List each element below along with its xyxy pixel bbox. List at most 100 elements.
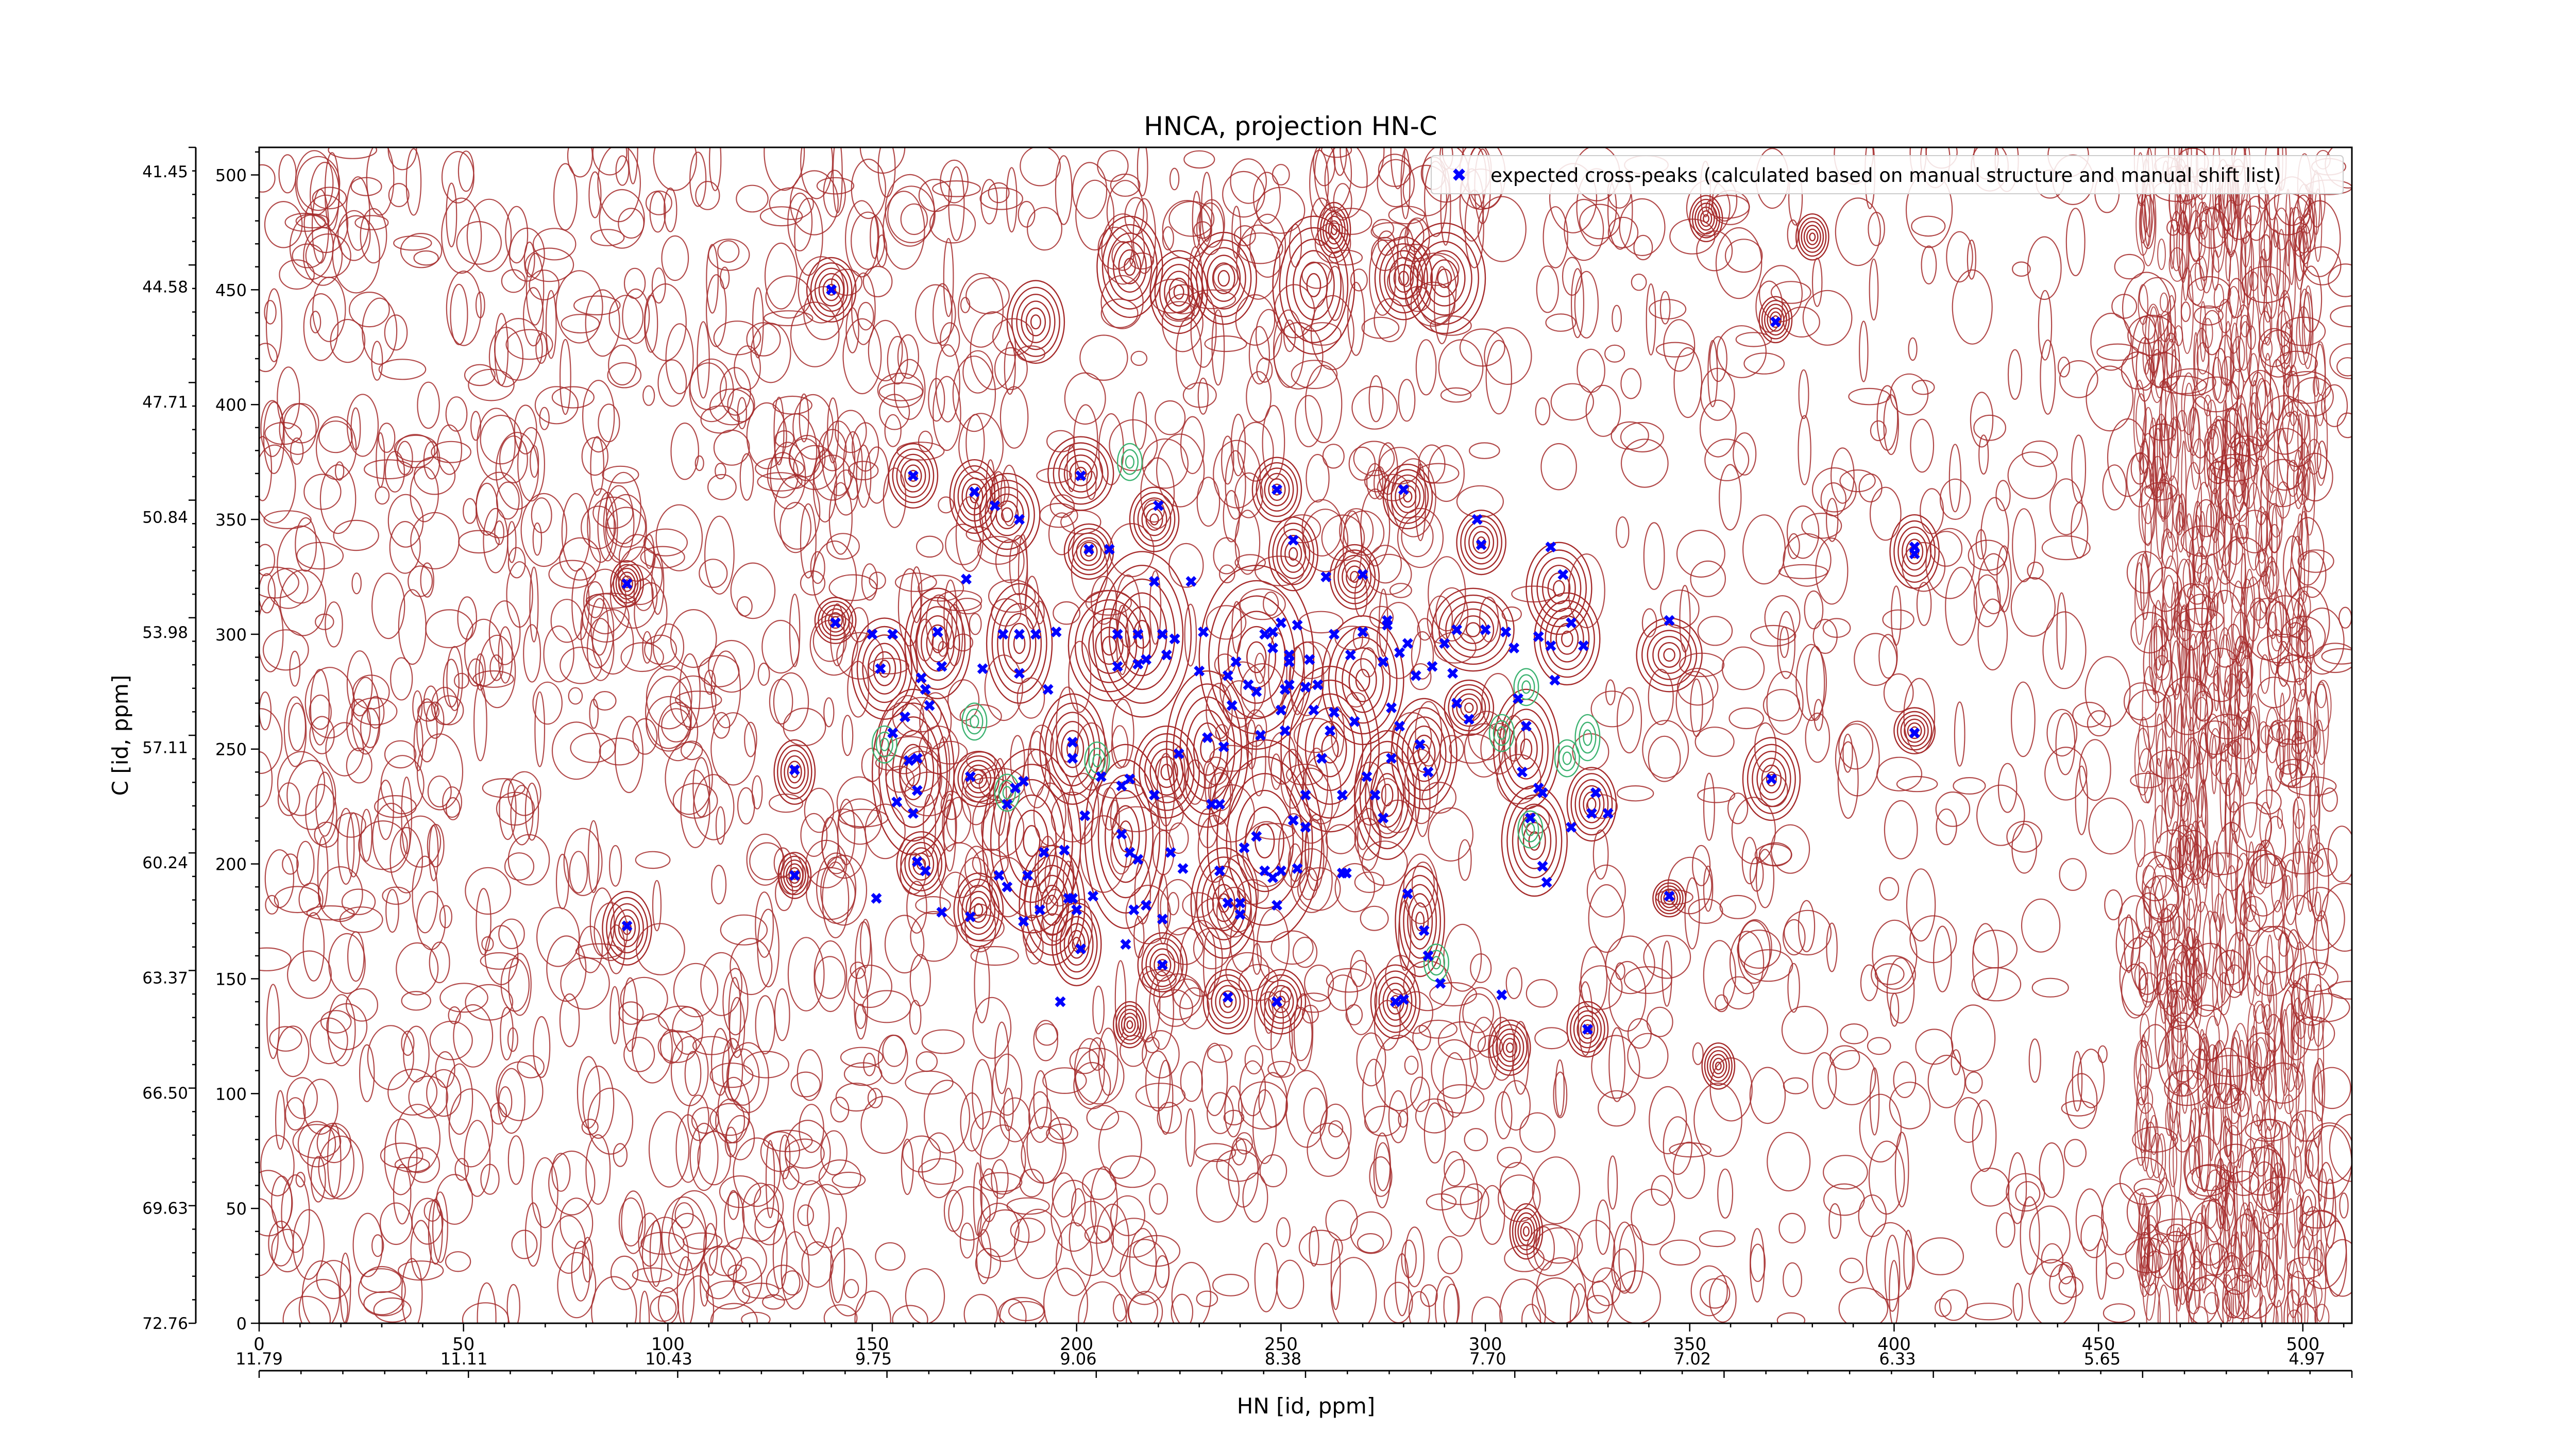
cross-peak-marker: [1222, 991, 1233, 1003]
noise-contour: [1592, 829, 1609, 880]
peak-contour-ring: [1896, 711, 1933, 751]
noise-contour: [613, 1143, 628, 1167]
peak-contour-ring: [1251, 457, 1302, 523]
peak-contour-ring: [1190, 847, 1258, 959]
noise-contour: [773, 847, 792, 879]
noise-contour: [847, 965, 893, 1008]
cross-peak-marker: [1292, 619, 1303, 631]
noise-contour: [1521, 1304, 1541, 1323]
noise-contour: [371, 1234, 384, 1257]
noise-contour: [277, 1025, 310, 1077]
noise-contour: [259, 164, 276, 193]
noise-contour: [539, 407, 550, 430]
noise-contour: [1398, 1110, 1409, 1128]
noise-contour: [536, 907, 580, 967]
noise-contour: [736, 184, 769, 213]
noise-contour: [1569, 1283, 1589, 1323]
noise-contour: [741, 1311, 771, 1323]
noise-contour: [719, 1175, 761, 1208]
noise-contour: [695, 181, 720, 210]
noise-contour: [832, 1171, 866, 1188]
noise-contour: [915, 896, 951, 915]
noise-contour: [314, 613, 334, 630]
peak-contour-ring: [1284, 541, 1302, 567]
noise-contour: [2223, 1252, 2239, 1290]
noise-contour: [501, 269, 526, 293]
noise-contour: [534, 386, 579, 425]
noise-contour: [2194, 901, 2211, 978]
noise-contour: [2281, 989, 2295, 1070]
cross-peak-marker: [1095, 771, 1107, 782]
noise-contour: [1770, 281, 1811, 304]
peak-contour-ring: [621, 575, 633, 592]
noise-contour: [271, 1175, 293, 1229]
cross-peak-marker: [887, 728, 899, 738]
noise-contour: [1591, 1267, 1621, 1306]
noise-contour: [2282, 1003, 2299, 1092]
cross-peak-marker: [826, 284, 837, 295]
noise-contour: [532, 522, 543, 556]
noise-contour: [1397, 508, 1444, 568]
noise-contour: [2204, 682, 2222, 758]
cross-peak-marker: [1132, 629, 1144, 640]
noise-contour: [614, 716, 643, 794]
noise-contour: [497, 1068, 526, 1134]
noise-contour: [1501, 606, 1522, 622]
noise-contour: [1802, 290, 1853, 346]
noise-contour: [349, 291, 390, 328]
noise-contour: [1388, 206, 1426, 225]
noise-contour: [843, 431, 863, 500]
noise-contour: [1325, 824, 1357, 854]
noise-contour: [2314, 786, 2320, 835]
peak-contour-ring: [1039, 693, 1106, 805]
noise-contour: [296, 840, 315, 886]
noise-contour: [842, 318, 882, 395]
noise-contour: [2144, 503, 2152, 568]
noise-contour: [2202, 911, 2218, 980]
peak-contour-ring: [1401, 716, 1447, 791]
noise-contour: [1733, 432, 1757, 476]
noise-contour: [2320, 883, 2352, 952]
peak-contour-ring: [1587, 797, 1597, 811]
noise-contour: [2303, 409, 2311, 501]
noise-contour: [1406, 219, 1425, 252]
peak-contour-ring: [1137, 497, 1172, 542]
noise-contour: [2186, 898, 2195, 950]
noise-contour: [420, 562, 434, 598]
noise-contour: [358, 820, 408, 870]
noise-contour: [2192, 552, 2207, 574]
peak-contour-ring: [1412, 734, 1436, 773]
noise-contour: [434, 695, 464, 726]
noise-contour: [2072, 701, 2106, 728]
cross-peak-marker: [875, 663, 886, 675]
noise-contour: [1350, 1211, 1392, 1254]
peak-contour-ring: [990, 493, 1024, 536]
noise-contour: [587, 1087, 634, 1155]
noise-contour: [642, 631, 653, 664]
noise-contour: [2182, 559, 2194, 598]
cross-peak-marker: [1272, 900, 1282, 911]
noise-contour: [2176, 608, 2224, 633]
noise-contour: [770, 442, 806, 510]
noise-contour: [715, 806, 726, 845]
noise-contour: [2259, 208, 2273, 283]
x-ppm-tick-label: 9.06: [1060, 1349, 1096, 1369]
noise-contour: [787, 192, 813, 251]
noise-contour: [1236, 224, 1281, 300]
noise-contour: [2265, 273, 2278, 319]
noise-contour: [653, 147, 697, 191]
peak-contour-ring: [1246, 641, 1267, 673]
noise-contour: [1086, 1105, 1120, 1131]
noise-contour: [569, 851, 588, 894]
noise-contour: [2170, 418, 2179, 503]
noise-contour: [2220, 449, 2227, 534]
cross-peak-marker: [1157, 629, 1168, 640]
noise-contour: [2201, 1195, 2218, 1229]
noise-contour: [1415, 1098, 1454, 1134]
noise-contour: [1869, 486, 1902, 541]
cross-peak-marker: [1014, 514, 1025, 525]
noise-contour: [1694, 727, 1735, 757]
noise-contour: [1125, 884, 1171, 945]
negative-contour-ring: [879, 737, 889, 751]
noise-contour: [517, 427, 545, 502]
